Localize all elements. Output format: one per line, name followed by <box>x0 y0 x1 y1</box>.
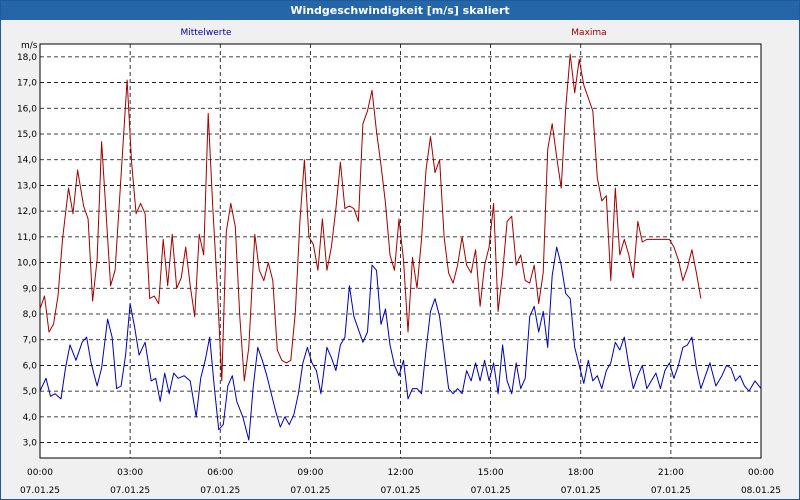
x-tick-time: 00:00 <box>27 468 53 478</box>
x-tick-time: 15:00 <box>478 468 504 478</box>
y-tick-label: 4,0 <box>23 413 38 423</box>
legend-mittelwerte: Mittelwerte <box>180 28 231 38</box>
y-tick-label: 13,0 <box>17 181 37 191</box>
x-tick-date: 07.01.25 <box>200 486 240 496</box>
y-tick-label: 8,0 <box>23 310 38 320</box>
y-tick-label: 5,0 <box>23 387 38 397</box>
y-tick-label: 15,0 <box>17 130 37 140</box>
x-ticks: 00:00 07.01.25 03:00 07.01.25 06:00 07.01.25 0… <box>20 468 781 496</box>
x-tick-time: 12:00 <box>388 468 414 478</box>
x-tick-time: 03:00 <box>117 468 143 478</box>
y-tick-label: 12,0 <box>17 207 37 217</box>
y-tick-label: 11,0 <box>17 233 37 243</box>
x-tick-date: 07.01.25 <box>20 486 60 496</box>
x-tick-date: 07.01.25 <box>380 486 420 496</box>
x-tick-date: 07.01.25 <box>651 486 691 496</box>
series-layer <box>39 53 762 441</box>
x-tick-date: 07.01.25 <box>561 486 601 496</box>
y-tick-label: 7,0 <box>23 336 38 346</box>
x-tick-time: 21:00 <box>658 468 684 478</box>
y-tick-label: 10,0 <box>17 259 37 269</box>
y-axis-label: m/s <box>21 41 38 51</box>
y-tick-label: 18,0 <box>17 53 37 63</box>
x-tick-time: 09:00 <box>297 468 323 478</box>
y-tick-label: 6,0 <box>23 361 38 371</box>
y-tick-label: 17,0 <box>17 79 37 89</box>
series-line-mittelwerte <box>39 246 762 441</box>
x-tick-time: 06:00 <box>207 468 233 478</box>
x-tick-date: 07.01.25 <box>290 486 330 496</box>
x-tick-date: 08.01.25 <box>741 486 781 496</box>
y-tick-label: 16,0 <box>17 104 37 114</box>
window-title: Windgeschwindigkeit [m/s] skaliert <box>1 1 799 20</box>
legend-maxima: Maxima <box>571 28 606 38</box>
grid <box>40 44 761 458</box>
x-tick-date: 07.01.25 <box>110 486 150 496</box>
x-tick-date: 07.01.25 <box>471 486 511 496</box>
x-tick-time: 00:00 <box>748 468 774 478</box>
x-tick-time: 18:00 <box>568 468 594 478</box>
chart-area: m/s Mittelwerte Maxima 18,017,016,015,01… <box>17 28 781 496</box>
y-ticks: 18,0 17,0 16,0 15,0 14,0 13,0 12,0 11,0 10,0 9,0 8… <box>17 53 37 449</box>
y-tick-label: 14,0 <box>17 156 37 166</box>
series-line-maxima <box>39 53 702 382</box>
y-tick-label: 3,0 <box>23 439 38 449</box>
y-tick-label: 9,0 <box>23 284 38 294</box>
